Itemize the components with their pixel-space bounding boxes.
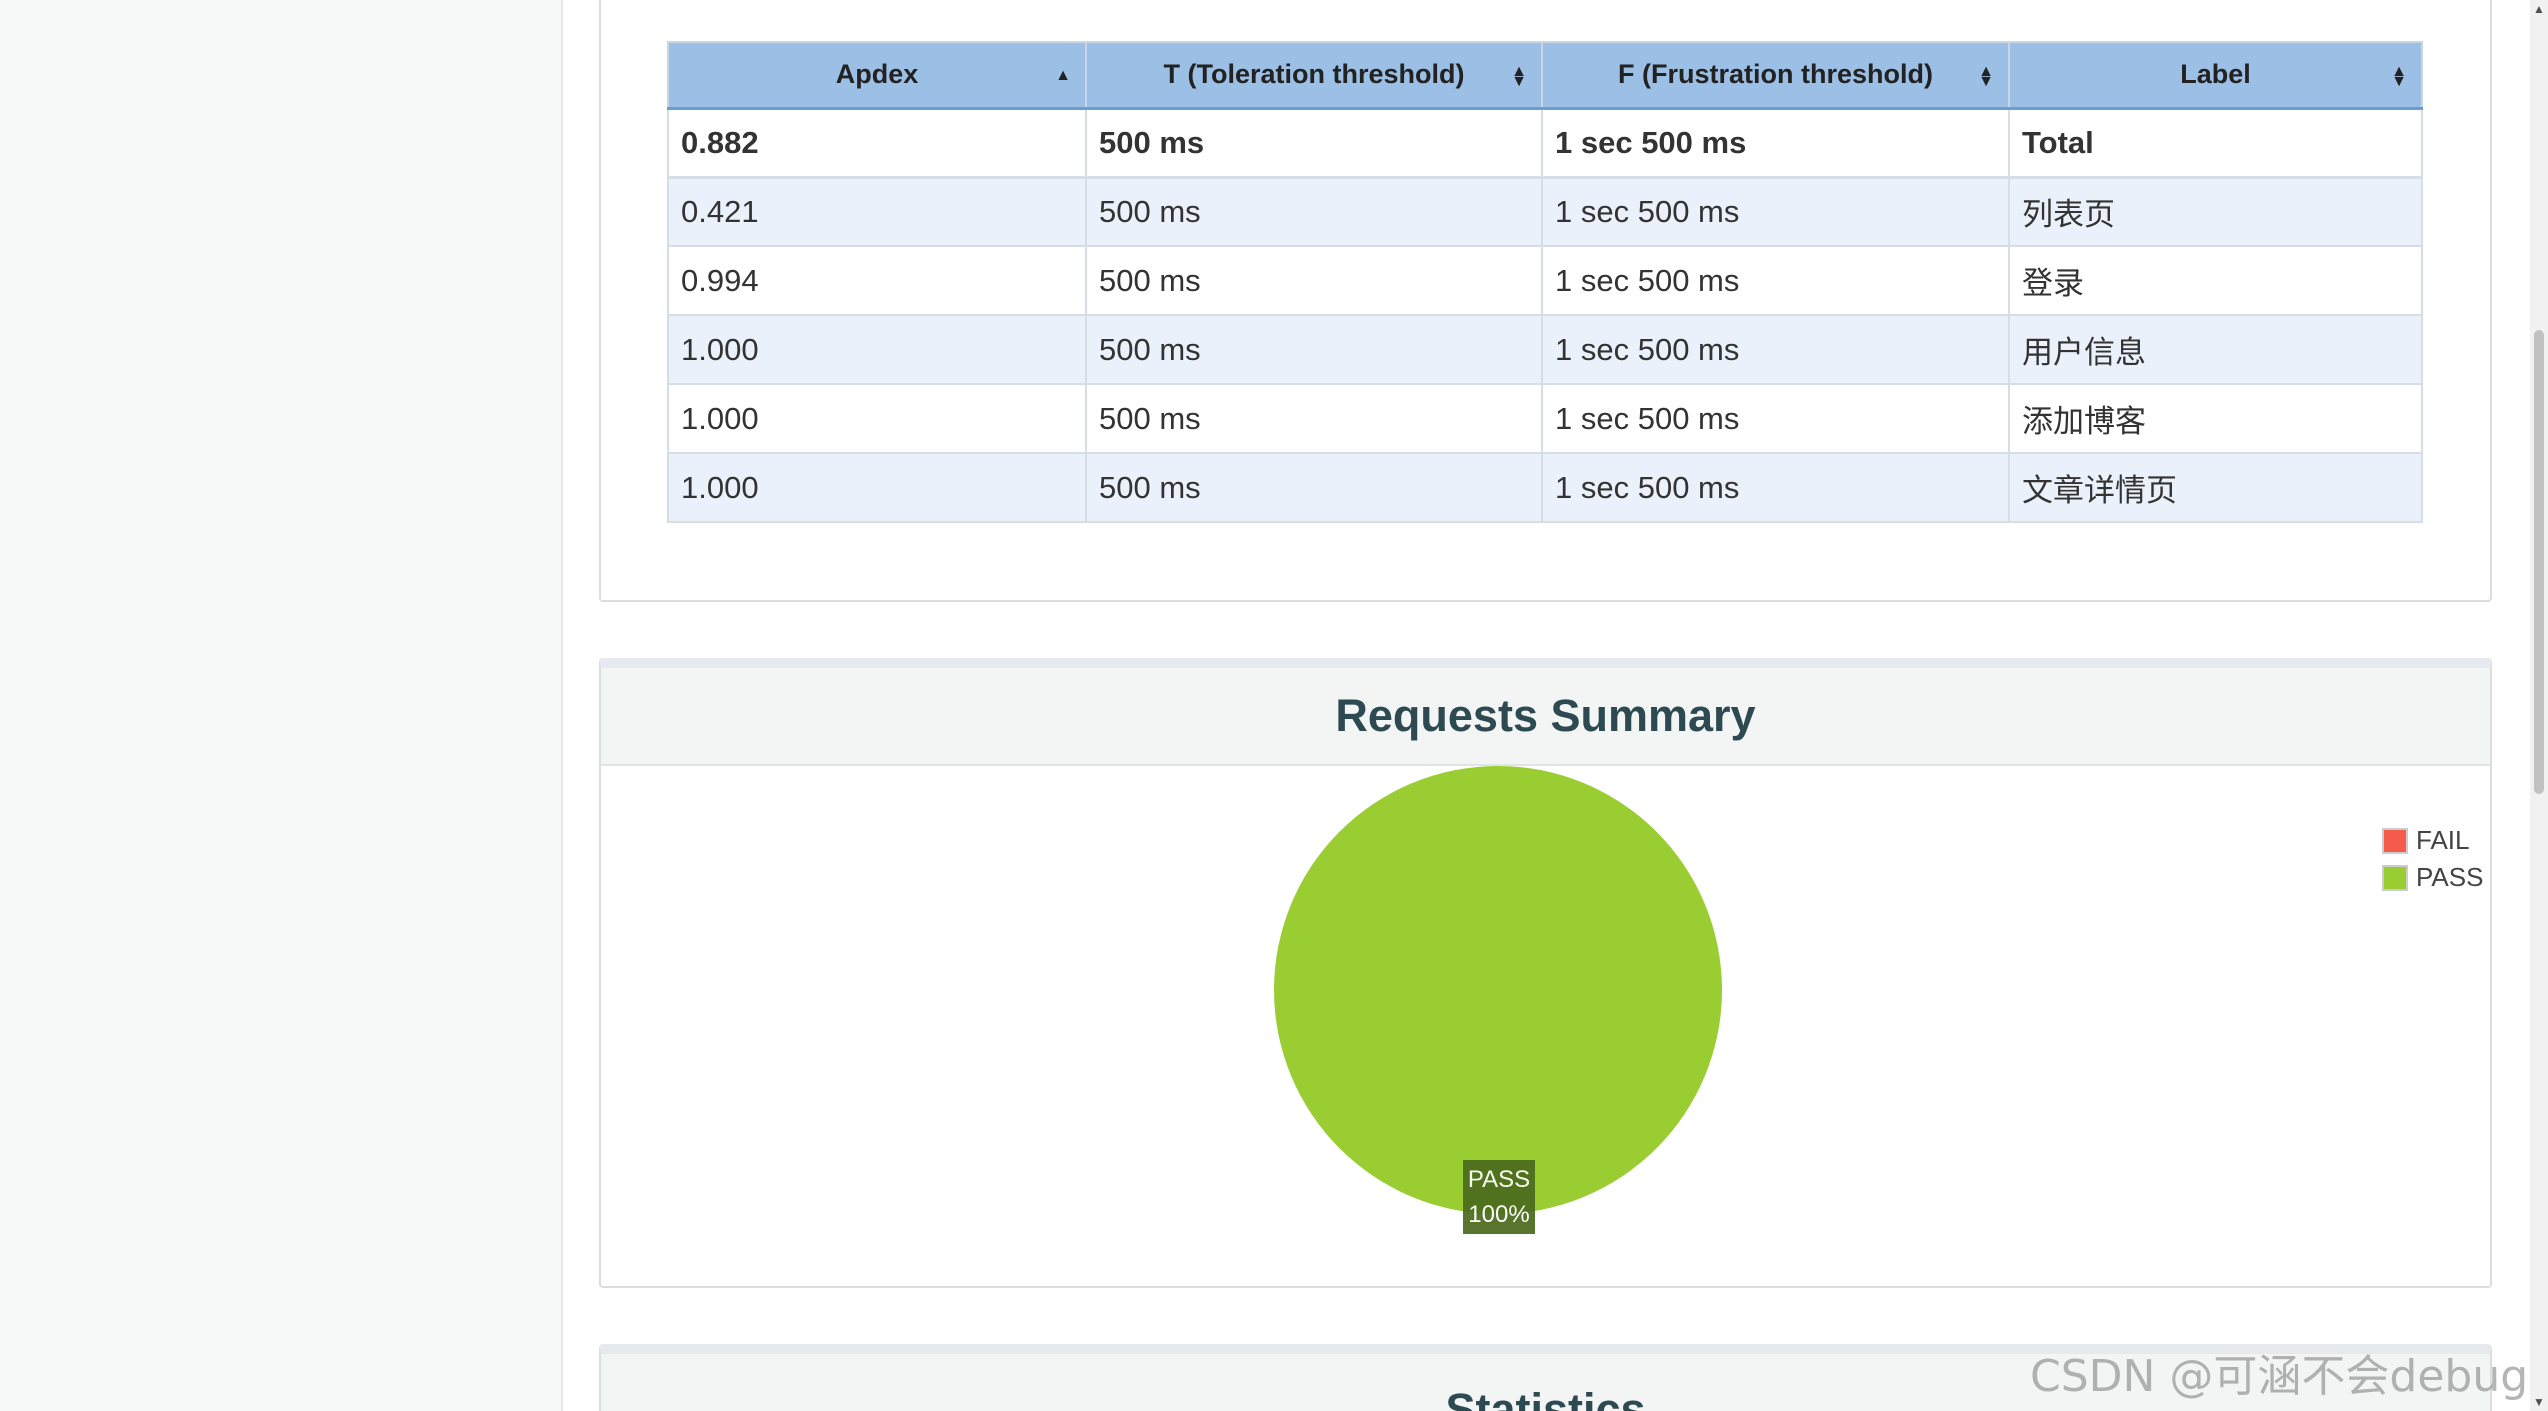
table-row: 0.994 500 ms 1 sec 500 ms 登录 [667, 245, 2423, 316]
pie-slice-label-percent: 100% [1468, 1201, 1530, 1228]
sort-icon[interactable]: ▲ ▼ [1511, 63, 1527, 90]
requests-summary-title: Requests Summary [1335, 690, 1756, 741]
scroll-thumb[interactable] [2534, 330, 2544, 794]
cell-frustration: 1 sec 500 ms [1541, 383, 2010, 454]
apdex-panel: Apdex ▲ T (Toleration threshold) ▲ ▼ F (F… [599, 0, 2492, 602]
cell-label: 用户信息 [2008, 314, 2423, 385]
statistics-title: Statistics [1445, 1384, 1646, 1411]
column-header-toleration[interactable]: T (Toleration threshold) ▲ ▼ [1085, 41, 1543, 110]
legend-label: FAIL [2416, 825, 2470, 855]
cell-toleration: 500 ms [1085, 314, 1543, 385]
table-row: 1.000 500 ms 1 sec 500 ms 文章详情页 [667, 452, 2423, 523]
table-row: 0.421 500 ms 1 sec 500 ms 列表页 [667, 176, 2423, 247]
requests-summary-panel: Requests Summary FAIL PASS PASS 100% [599, 658, 2492, 1288]
cell-label: Total [2008, 107, 2423, 179]
cell-toleration: 500 ms [1085, 176, 1543, 247]
cell-toleration: 500 ms [1085, 107, 1543, 179]
table-row: 1.000 500 ms 1 sec 500 ms 用户信息 [667, 314, 2423, 385]
cell-frustration: 1 sec 500 ms [1541, 452, 2010, 523]
sidebar [0, 0, 563, 1411]
sort-icon[interactable]: ▲ ▼ [1978, 63, 1994, 90]
sort-icon[interactable]: ▲ ▼ [2391, 63, 2407, 90]
vertical-scrollbar[interactable]: ▲ ▼ [2530, 0, 2548, 1411]
cell-apdex: 0.994 [667, 245, 1087, 316]
watermark: CSDN @可涵不会debug [2030, 1351, 2529, 1402]
cell-label: 添加博客 [2008, 383, 2423, 454]
requests-summary-pie-chart [1274, 766, 1722, 1214]
legend-swatch-pass [2382, 864, 2408, 891]
cell-label: 文章详情页 [2008, 452, 2423, 523]
cell-toleration: 500 ms [1085, 245, 1543, 316]
cell-apdex: 1.000 [667, 383, 1087, 454]
table-row: 1.000 500 ms 1 sec 500 ms 添加博客 [667, 383, 2423, 454]
cell-frustration: 1 sec 500 ms [1541, 107, 2010, 179]
column-header-frustration[interactable]: F (Frustration threshold) ▲ ▼ [1541, 41, 2010, 110]
apdex-table: Apdex ▲ T (Toleration threshold) ▲ ▼ F (F… [667, 41, 2423, 523]
cell-apdex: 0.882 [667, 107, 1087, 179]
pie-slice-pass[interactable] [1274, 766, 1722, 1214]
cell-apdex: 0.421 [667, 176, 1087, 247]
column-header-label: F (Frustration threshold) [1618, 59, 1933, 90]
legend-item-fail[interactable]: FAIL [2382, 822, 2483, 859]
statistics-panel: Statistics [599, 1344, 2492, 1411]
requests-summary-header: Requests Summary [601, 668, 2490, 766]
legend-item-pass[interactable]: PASS [2382, 859, 2483, 896]
column-header-label: Apdex [835, 59, 919, 90]
main-content: Apdex ▲ T (Toleration threshold) ▲ ▼ F (F… [565, 0, 2530, 1411]
cell-apdex: 1.000 [667, 452, 1087, 523]
cell-toleration: 500 ms [1085, 452, 1543, 523]
column-header-label[interactable]: Label ▲ ▼ [2008, 41, 2423, 110]
legend-label: PASS [2416, 862, 2484, 892]
column-header-apdex[interactable]: Apdex ▲ [667, 41, 1087, 110]
cell-frustration: 1 sec 500 ms [1541, 314, 2010, 385]
cell-label: 登录 [2008, 245, 2423, 316]
column-header-label: Label [2180, 59, 2251, 90]
cell-label: 列表页 [2008, 176, 2423, 247]
scroll-up-arrow-icon[interactable]: ▲ [2533, 2, 2545, 16]
apdex-header-row: Apdex ▲ T (Toleration threshold) ▲ ▼ F (F… [667, 41, 2423, 110]
table-row-total: 0.882 500 ms 1 sec 500 ms Total [667, 107, 2423, 179]
sort-ascending-icon[interactable]: ▲ [1055, 67, 1071, 84]
cell-frustration: 1 sec 500 ms [1541, 245, 2010, 316]
column-header-label: T (Toleration threshold) [1163, 59, 1465, 90]
pie-slice-label-name: PASS [1467, 1166, 1531, 1193]
cell-frustration: 1 sec 500 ms [1541, 176, 2010, 247]
cell-toleration: 500 ms [1085, 383, 1543, 454]
pie-slice-label: PASS 100% [1463, 1160, 1535, 1234]
legend-swatch-fail [2382, 827, 2408, 854]
scroll-down-arrow-icon[interactable]: ▼ [2533, 1395, 2545, 1409]
cell-apdex: 1.000 [667, 314, 1087, 385]
chart-legend: FAIL PASS [2382, 822, 2483, 896]
